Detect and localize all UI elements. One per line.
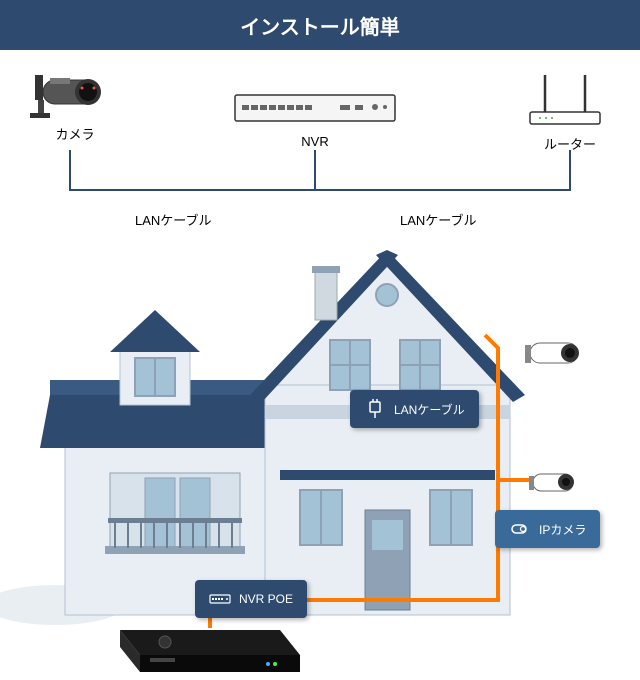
cable-label-left: LANケーブル (135, 210, 212, 229)
badge-nvr-poe-label: NVR POE (239, 592, 293, 606)
house-illustration: LANケーブル IPカメラ NVR POE (0, 250, 640, 640)
plug-icon (364, 398, 386, 420)
badge-nvr-poe: NVR POE (195, 580, 307, 618)
nvr-icon (230, 85, 400, 130)
device-camera: カメラ (20, 60, 130, 143)
header-bar: インストール簡単 (0, 0, 640, 50)
nvr-box-icon (110, 610, 310, 680)
device-nvr: NVR (230, 85, 400, 149)
router-label: ルーター (520, 134, 620, 153)
camera-small-icon (509, 518, 531, 540)
nvr-small-icon (209, 588, 231, 610)
house-svg (0, 230, 640, 650)
router-icon (520, 70, 610, 130)
cable-label-right: LANケーブル (400, 210, 477, 229)
badge-ip-camera-label: IPカメラ (539, 521, 586, 538)
badge-lan-cable: LANケーブル (350, 390, 479, 428)
house-camera-icon-2 (529, 474, 574, 491)
nvr-label: NVR (230, 134, 400, 149)
house-camera-icon (525, 343, 579, 363)
badge-ip-camera: IPカメラ (495, 510, 600, 548)
device-router: ルーター (520, 70, 620, 153)
header-title: インストール簡単 (240, 11, 400, 40)
connection-diagram: カメラ NVR ルーター (0, 50, 640, 250)
camera-icon (20, 60, 120, 120)
camera-label: カメラ (20, 124, 130, 143)
badge-lan-label: LANケーブル (394, 401, 465, 418)
